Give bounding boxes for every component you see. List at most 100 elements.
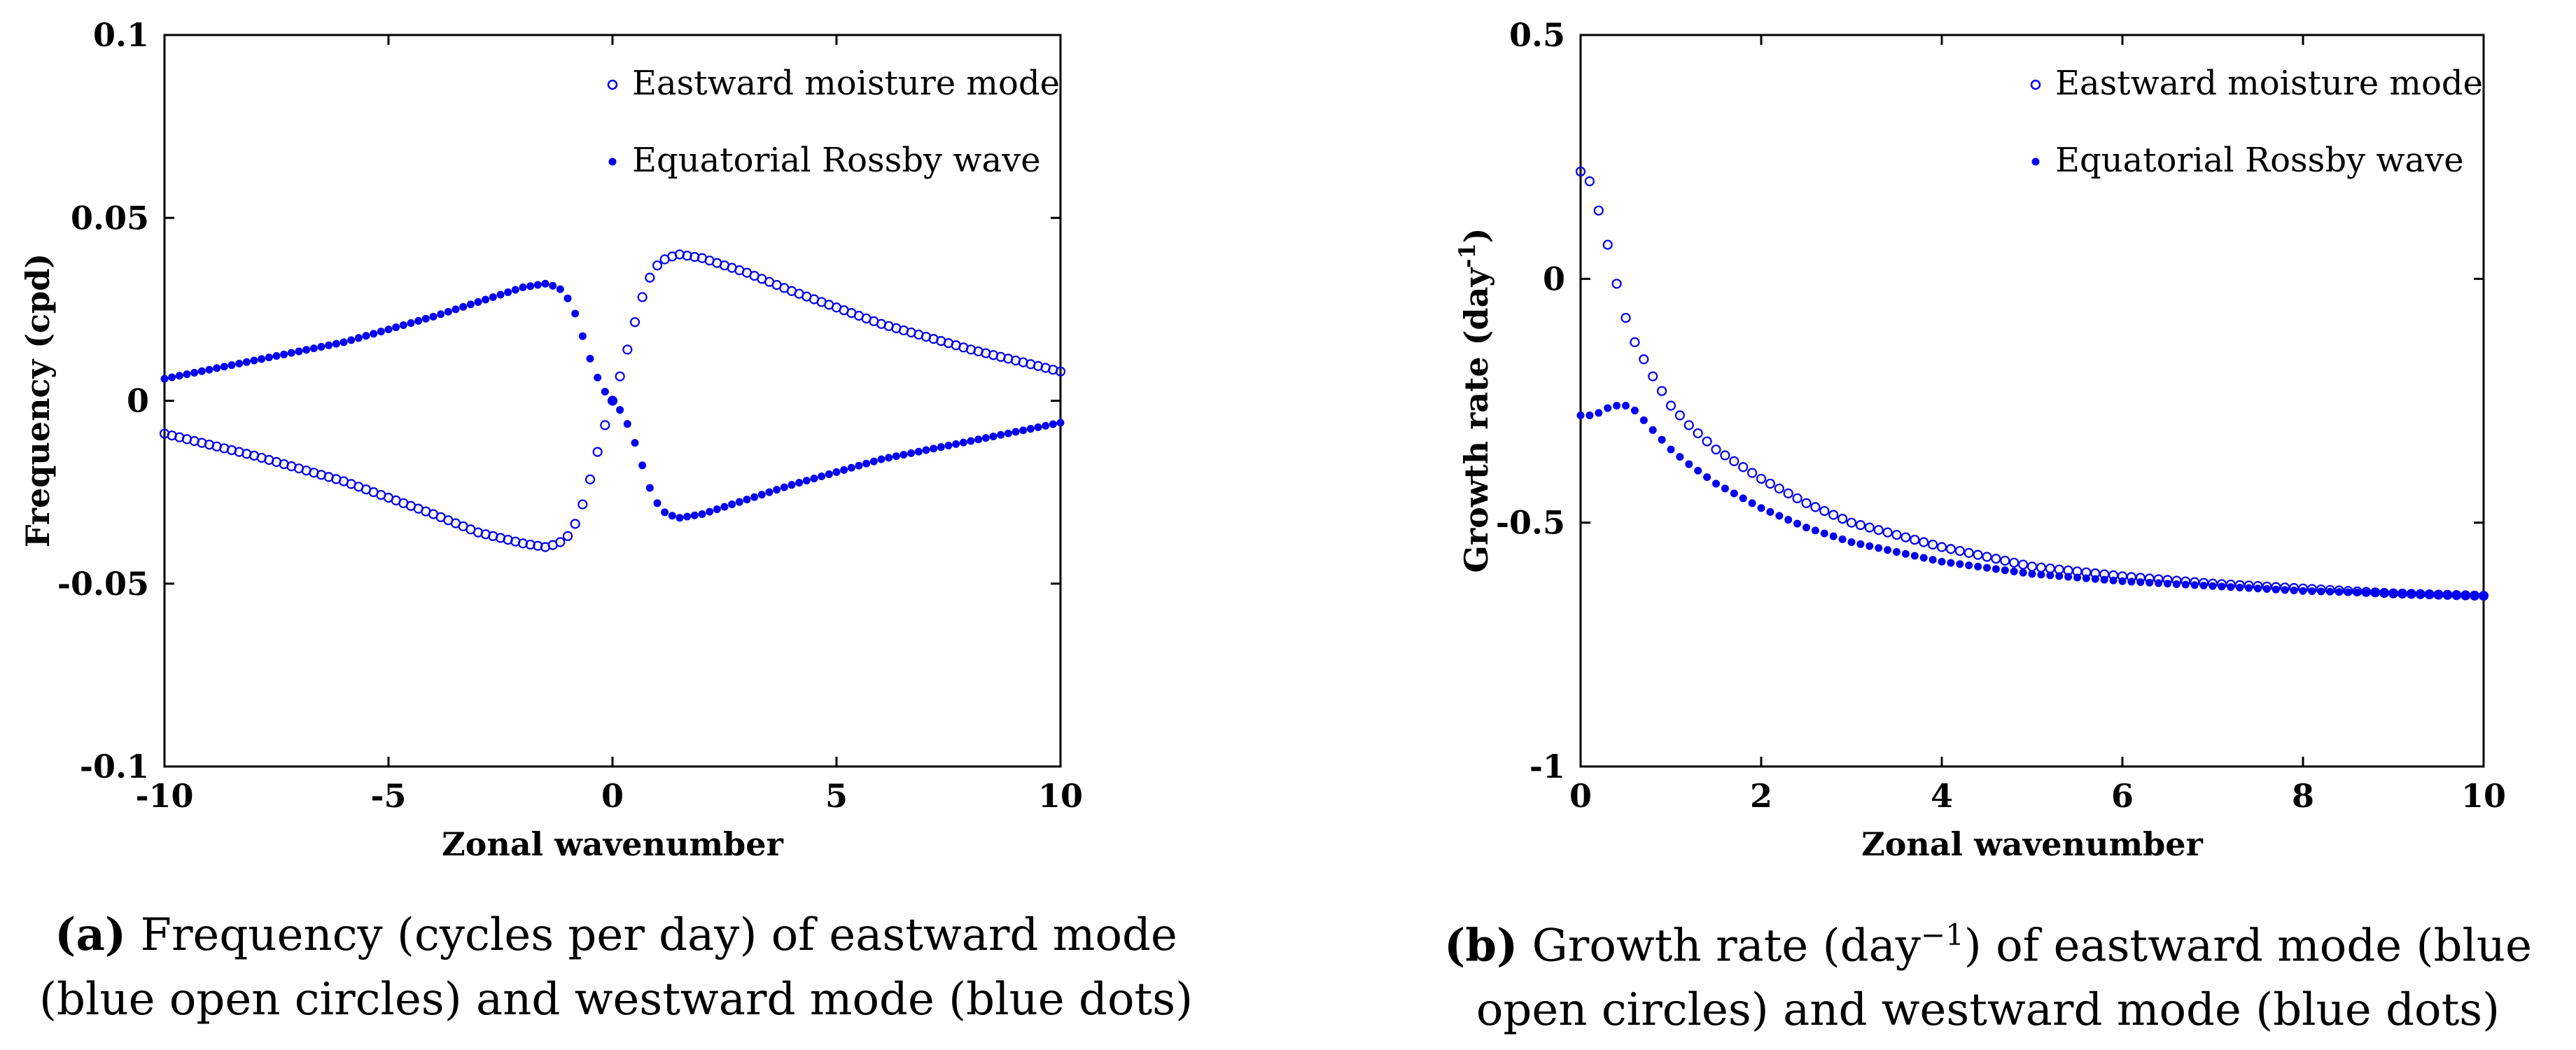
rossby-point-a: [474, 298, 482, 306]
rossby-point-b: [2172, 580, 2180, 588]
y-axis-label-b-end: ): [1457, 228, 1495, 244]
rossby-point-b: [1648, 426, 1657, 434]
rossby-point-a: [922, 446, 930, 454]
eastward-point-b: [1602, 239, 1613, 250]
rossby-point-a: [578, 332, 587, 340]
rossby-point-b: [1613, 401, 1621, 410]
y-tick-label-a: -0.1: [80, 748, 149, 785]
caption-a-label: (a): [55, 909, 127, 961]
x-axis-label-b: Zonal wavenumber: [1861, 825, 2203, 863]
rossby-point-b: [1901, 550, 1910, 558]
rossby-point-b: [2299, 587, 2307, 595]
rossby-point-a: [1042, 421, 1050, 430]
rossby-point-b: [1766, 507, 1774, 516]
rossby-point-b: [2208, 582, 2217, 590]
eastward-point-b: [2009, 557, 2019, 568]
rossby-point-b: [2443, 591, 2451, 599]
x-tick-label-b: 2: [1750, 777, 1772, 815]
rossby-point-a: [847, 463, 855, 472]
eastward-point-b: [1756, 473, 1767, 484]
eastward-point-b: [2478, 591, 2489, 601]
points-a: [159, 249, 1066, 552]
eastward-point-b: [1747, 468, 1758, 478]
rossby-point-b: [2001, 566, 2009, 575]
rossby-point-b: [2452, 591, 2460, 599]
rossby-point-a: [952, 440, 960, 448]
rossby-point-a: [168, 373, 176, 382]
plot-area-b: [1579, 34, 2485, 768]
rossby-point-a: [1056, 419, 1065, 427]
legend-b: Eastward moisture mode Equatorial Rossby…: [2030, 64, 2483, 180]
rossby-point-a: [489, 293, 497, 301]
rossby-point-a: [265, 354, 273, 362]
rossby-point-b: [2164, 580, 2171, 588]
rossby-point-a: [818, 472, 826, 480]
rossby-point-b: [2227, 583, 2235, 592]
rossby-point-a: [638, 461, 647, 470]
rossby-point-a: [451, 305, 460, 314]
rossby-point-b: [1838, 535, 1847, 543]
rossby-point-a: [190, 368, 199, 377]
eastward-point-b: [1620, 312, 1631, 323]
rossby-point-a: [317, 342, 326, 351]
rossby-point-b: [1757, 504, 1765, 512]
rossby-point-a: [1019, 426, 1028, 435]
rossby-point-b: [2335, 588, 2344, 596]
rossby-point-b: [2136, 578, 2145, 587]
rossby-point-b: [1910, 552, 1919, 560]
rossby-point-a: [601, 387, 609, 396]
x-tick-label-b: 6: [2111, 777, 2134, 815]
rossby-point-a: [526, 282, 535, 290]
rossby-point-a: [668, 512, 676, 520]
rossby-point-a: [594, 373, 602, 382]
eastward-point-b: [1801, 498, 1812, 508]
rossby-point-a: [250, 356, 258, 365]
x-tick-label-a: 10: [1038, 777, 1083, 815]
legend-a-marker-eastward: [607, 79, 618, 90]
rossby-point-b: [2146, 578, 2154, 587]
eastward-point-b: [1611, 279, 1622, 289]
eastward-point-b: [1873, 525, 1884, 536]
rossby-point-a: [653, 499, 662, 507]
eastward-point-b: [1711, 444, 1721, 455]
x-tick-label-a: -5: [370, 777, 406, 815]
rossby-point-b: [1630, 406, 1639, 414]
rossby-point-b: [1865, 542, 1874, 550]
rossby-point-a: [676, 514, 684, 522]
rossby-point-b: [2155, 579, 2163, 587]
eastward-point-b: [1774, 483, 1784, 494]
rossby-point-a: [937, 443, 945, 451]
eastward-point-b: [1991, 554, 2001, 564]
rossby-point-b: [2055, 572, 2064, 580]
legend-b-label-rossby: Equatorial Rossby wave: [2055, 141, 2464, 180]
rossby-point-a: [235, 359, 244, 368]
rossby-point-b: [1983, 564, 1991, 572]
eastward-point-b: [2018, 559, 2029, 570]
rossby-point-b: [2091, 575, 2099, 583]
y-tick-label-b: -1: [1530, 748, 1565, 785]
rossby-point-a: [892, 452, 900, 461]
x-tick-label-b: 4: [1931, 777, 1953, 815]
eastward-point-b: [1945, 544, 1956, 554]
rossby-point-b: [2118, 577, 2127, 585]
rossby-point-a: [444, 307, 452, 316]
rossby-point-b: [1639, 416, 1648, 424]
rossby-point-b: [2416, 590, 2425, 598]
rossby-point-a: [399, 321, 407, 330]
rossby-point-a: [959, 438, 967, 447]
y-tick-label-b: 0: [1543, 260, 1565, 298]
rossby-point-a: [220, 363, 228, 371]
eastward-point-b: [2045, 564, 2055, 574]
rossby-point-b: [1604, 404, 1612, 412]
points-b: [1575, 166, 2489, 601]
rossby-point-a: [519, 284, 527, 292]
rossby-point-b: [1956, 560, 1964, 568]
rossby-point-a: [683, 512, 692, 521]
eastward-point-a: [555, 537, 566, 547]
rossby-point-b: [2082, 574, 2090, 582]
rossby-point-a: [414, 316, 423, 325]
caption-b-sup: −1: [1920, 918, 1964, 952]
eastward-point-a: [562, 531, 573, 541]
rossby-point-a: [930, 444, 938, 453]
rossby-point-b: [2272, 585, 2280, 594]
